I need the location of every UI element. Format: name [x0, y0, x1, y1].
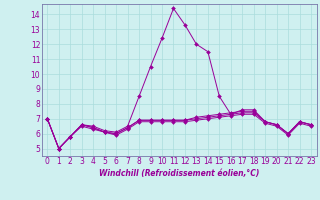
X-axis label: Windchill (Refroidissement éolien,°C): Windchill (Refroidissement éolien,°C): [99, 169, 260, 178]
